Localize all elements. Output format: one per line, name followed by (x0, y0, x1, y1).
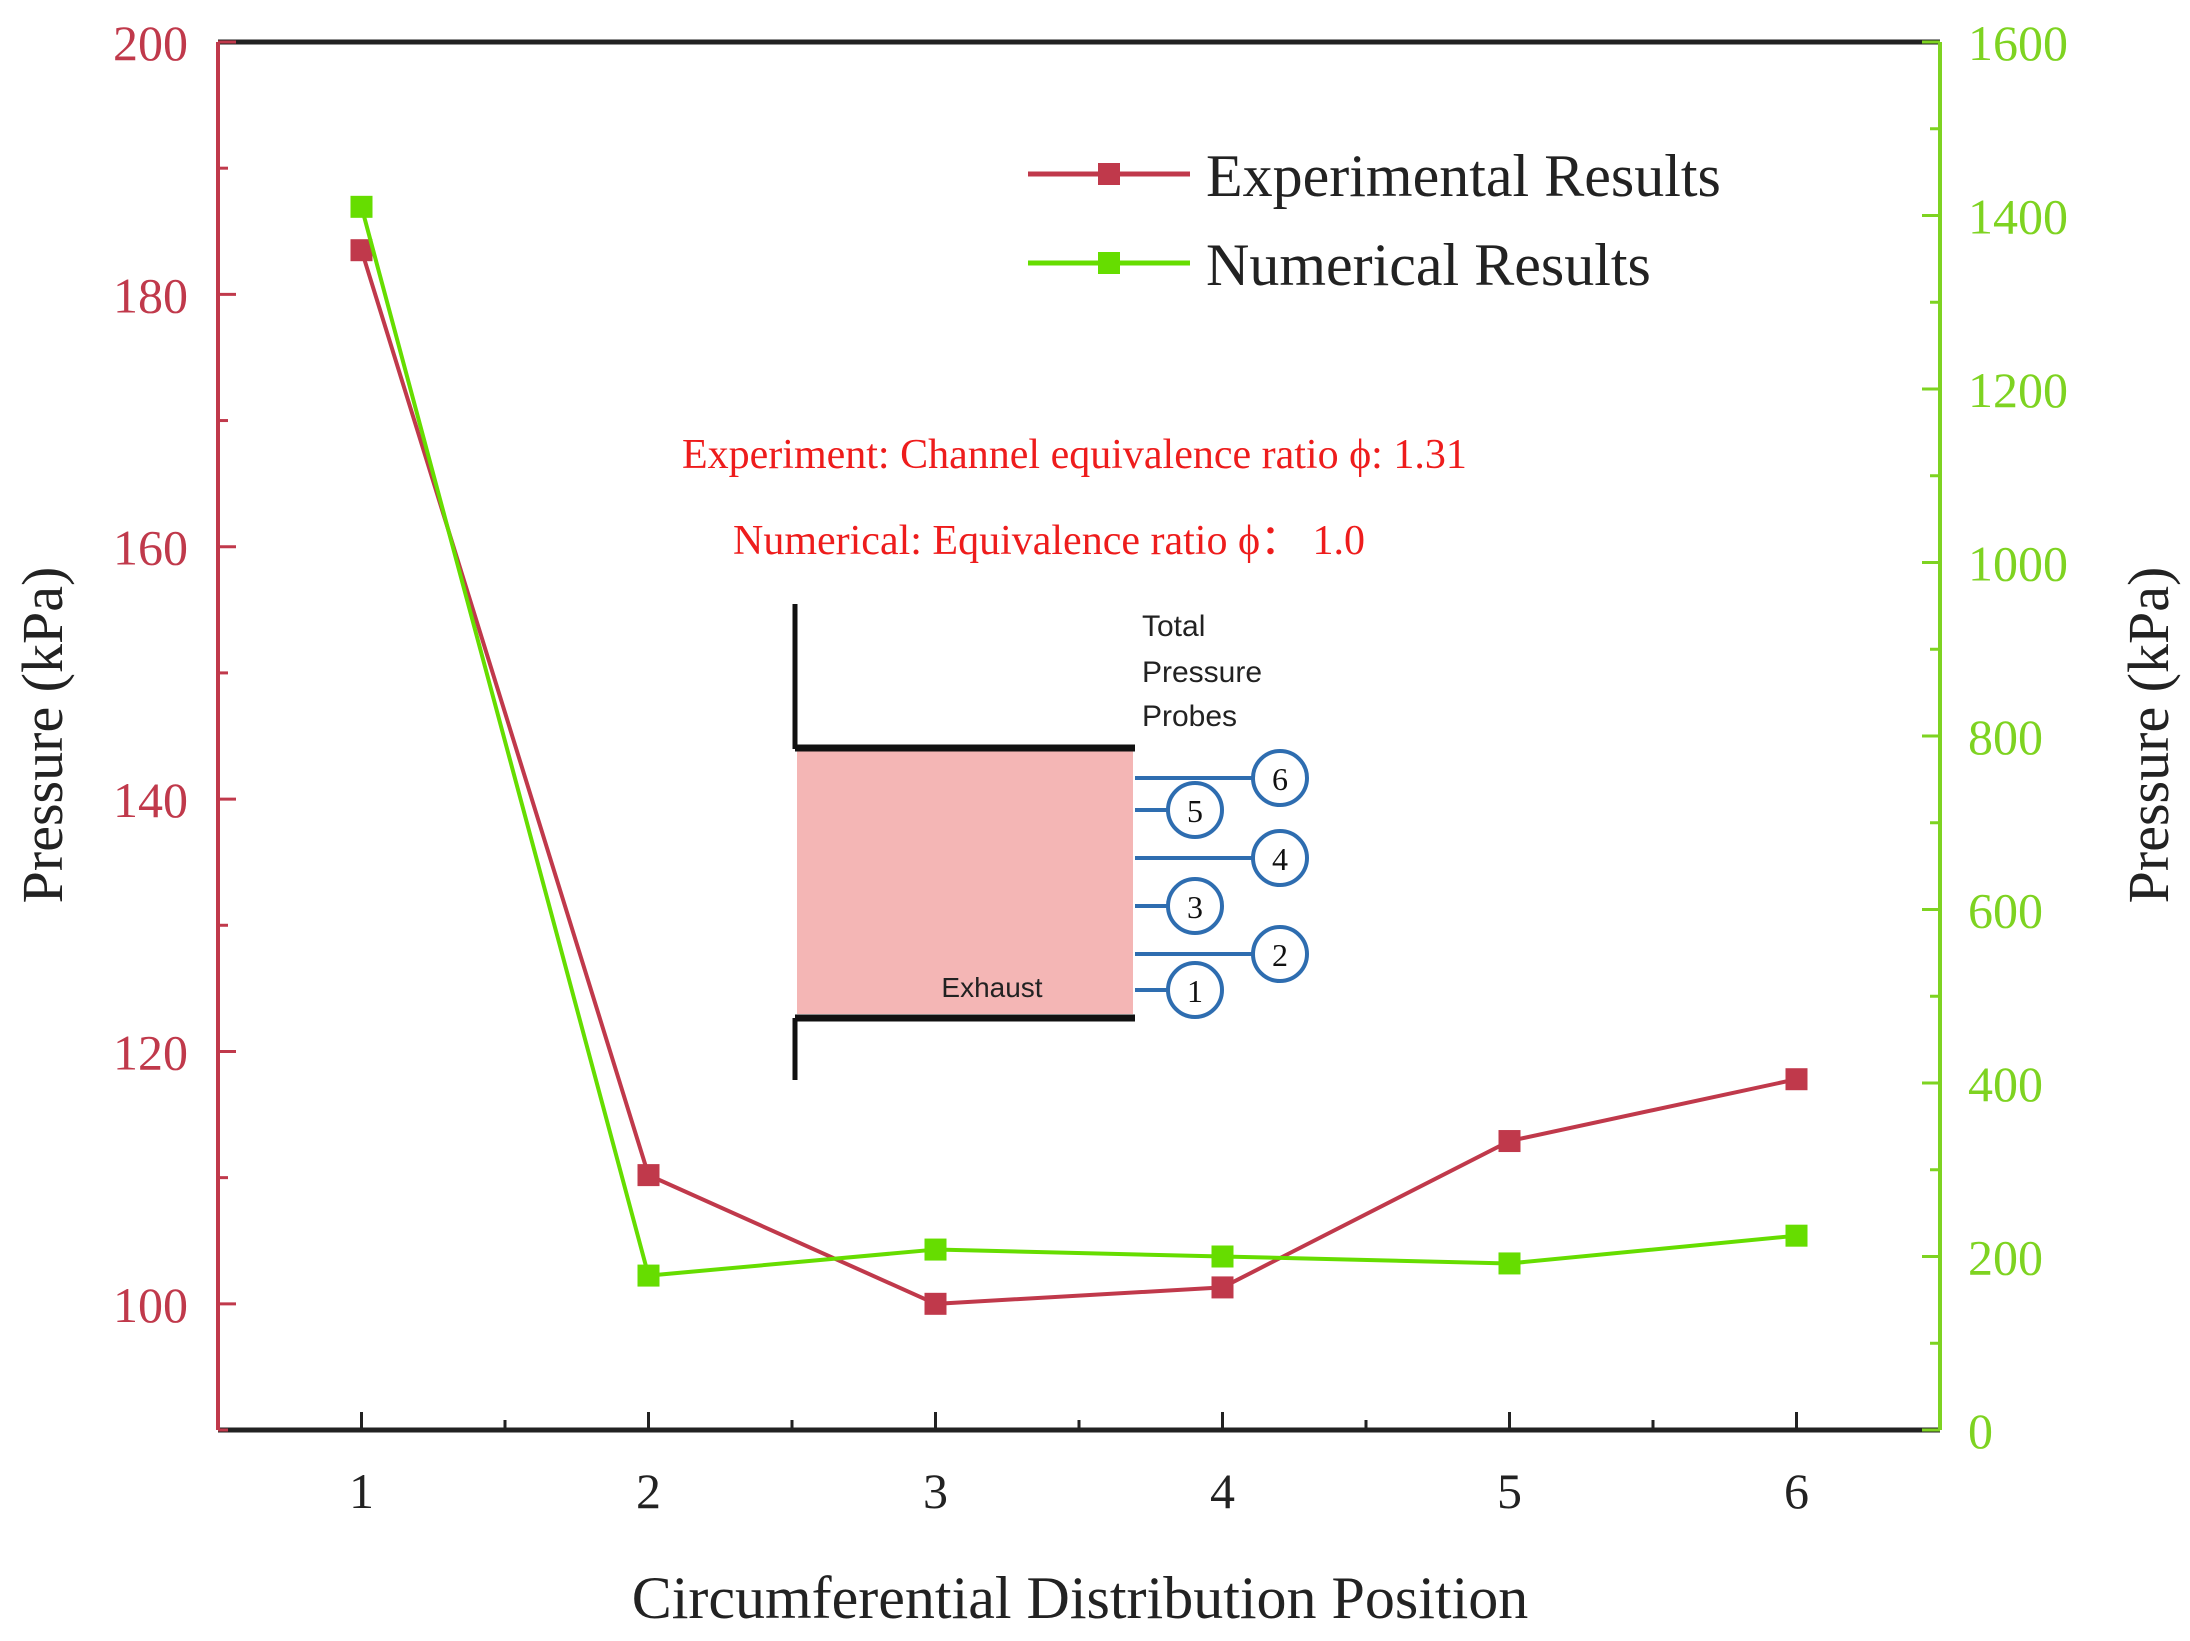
probe-circle (1166, 961, 1224, 1019)
right-tick-label: 800 (1968, 709, 2043, 765)
axes-frame (216, 39, 1942, 1433)
data-point-experimental (1211, 1276, 1234, 1299)
data-point-experimental (924, 1292, 947, 1315)
right-tick-label: 400 (1968, 1056, 2043, 1112)
legend: Experimental Results Numerical Results (1028, 143, 1721, 298)
right-tick-label: 200 (1968, 1230, 2043, 1286)
probe-circle (1251, 829, 1309, 887)
left-axis-ticks: 100 120 140 160 180 200 (113, 15, 236, 1432)
series-line-experimental (359, 249, 1797, 1306)
x-tick-label: 4 (1210, 1463, 1235, 1519)
x-tick-label: 2 (636, 1463, 661, 1519)
numerical-annotation: Numerical: Equivalence ratio ϕ： 1.0 (733, 518, 1365, 564)
right-tick-label: 1200 (1968, 362, 2068, 418)
probes-title-line-3: Probes (1142, 700, 1237, 733)
experiment-annotation: Experiment: Channel equivalence ratio ϕ:… (682, 432, 1467, 478)
right-tick-label: 1600 (1968, 15, 2068, 71)
data-point-experimental (1498, 1130, 1521, 1153)
x-axis-ticks: 1 2 3 4 5 6 (349, 1412, 1809, 1519)
exhaust-label: Exhaust (941, 972, 1042, 1003)
probe-number-label: 1 (1187, 973, 1203, 1009)
probe-circle (1251, 749, 1309, 807)
probe-number-label: 4 (1272, 841, 1288, 877)
data-point-numerical (1498, 1252, 1521, 1275)
probe-diagram-inset: Exhaust Total Pressure Probes 1 2 3 4 5 6 (792, 604, 1309, 1080)
x-tick-label: 6 (1784, 1463, 1809, 1519)
right-tick-label: 1400 (1968, 189, 2068, 245)
probe-markers: 1 2 3 4 5 6 (1135, 749, 1309, 1019)
data-point-numerical (350, 195, 373, 218)
data-point-experimental (1785, 1068, 1808, 1091)
series-line-numerical (359, 206, 1797, 1278)
probe-number-label: 3 (1187, 889, 1203, 925)
right-tick-label: 0 (1968, 1403, 1993, 1459)
probe-number-label: 5 (1187, 793, 1203, 829)
probes-title-line-1: Total (1142, 610, 1205, 643)
x-tick-label: 5 (1497, 1463, 1522, 1519)
probe-circle (1166, 877, 1224, 935)
left-tick-label: 100 (113, 1277, 188, 1333)
data-point-numerical (1785, 1224, 1808, 1247)
legend-numerical-marker (1098, 252, 1120, 274)
probe-number-label: 6 (1272, 761, 1288, 797)
data-point-experimental (637, 1164, 660, 1187)
series-layer (350, 195, 1808, 1315)
right-axis-ticks: 0 200 400 600 800 1000 1200 1400 1600 (1922, 15, 2068, 1459)
right-axis-label: Pressure (kPa) (2116, 567, 2181, 904)
legend-experimental-marker (1098, 163, 1120, 185)
x-tick-label: 1 (349, 1463, 374, 1519)
exhaust-region (797, 749, 1133, 1014)
left-tick-label: 120 (113, 1024, 188, 1080)
data-point-numerical (1211, 1245, 1234, 1268)
probe-circle (1251, 925, 1309, 983)
probe-circle (1166, 781, 1224, 839)
probe-number-label: 2 (1272, 937, 1288, 973)
x-axis-label: Circumferential Distribution Position (632, 1565, 1529, 1631)
probes-title-line-2: Pressure (1142, 656, 1262, 689)
right-tick-label: 600 (1968, 883, 2043, 939)
left-axis-label: Pressure (kPa) (10, 567, 75, 904)
legend-numerical-label: Numerical Results (1206, 232, 1651, 298)
left-tick-label: 180 (113, 267, 188, 323)
legend-experimental-label: Experimental Results (1206, 143, 1721, 209)
x-tick-label: 3 (923, 1463, 948, 1519)
data-point-numerical (637, 1264, 660, 1287)
left-tick-label: 160 (113, 520, 188, 576)
right-tick-label: 1000 (1968, 536, 2068, 592)
left-tick-label: 140 (113, 772, 188, 828)
data-point-experimental (350, 239, 373, 262)
data-point-numerical (924, 1238, 947, 1261)
left-tick-label: 200 (113, 15, 188, 71)
